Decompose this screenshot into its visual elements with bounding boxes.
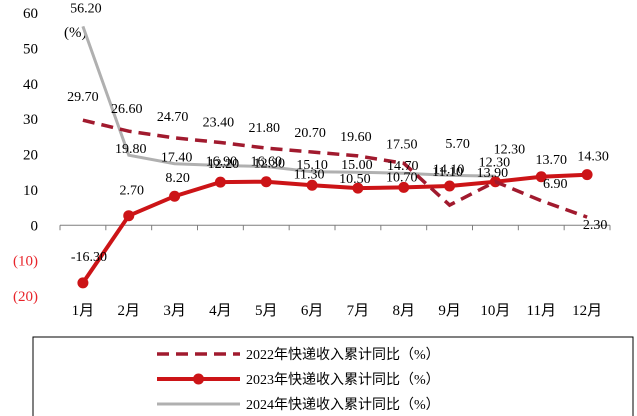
x-tick-label: 9月 [438,303,461,319]
series-marker-2023 [352,182,364,194]
x-tick-label: 10月 [480,303,510,319]
data-label: 13.90 [477,166,509,181]
data-label: 2.30 [583,218,608,233]
data-label: 26.60 [111,102,143,117]
legend-marker-2023 [193,373,204,385]
data-label: 12.30 [254,157,286,172]
data-label: 19.60 [340,130,372,145]
series-marker-2023 [306,179,318,191]
x-tick-label: 2月 [117,303,140,319]
x-tick-label: 1月 [72,303,95,319]
data-label: 13.70 [536,153,568,168]
y-tick-label: 0 [31,218,39,234]
x-tick-label: 11月 [527,303,556,319]
x-axis: 1月 2月 3月 4月 5月 6月 7月 8月 9月 10月 11月 12月 [59,224,611,319]
data-label: 8.20 [165,171,190,186]
data-label: 20.70 [294,126,326,141]
legend-box [32,336,634,416]
y-tick-label: 50 [23,41,38,57]
data-label: 5.70 [445,137,470,152]
series-line-2022 [82,118,588,219]
data-label: 12.30 [479,156,511,171]
y-tick-label: 30 [23,112,38,128]
legend-label: 2023年快递收入累计同比（%） [246,372,440,388]
y-tick-label: 10 [23,183,38,199]
data-label: 12.20 [208,157,240,172]
y-tick-label: (20) [13,289,38,305]
data-label: 21.80 [249,121,281,136]
data-label: 10.50 [339,172,371,187]
legend-label: 2022年快递收入累计同比（%） [246,347,440,363]
data-label: 15.10 [296,158,328,173]
data-label: 12.30 [494,143,526,158]
data-label: 17.40 [161,151,193,166]
x-tick-label: 6月 [301,303,324,319]
data-label: 14.70 [387,159,419,174]
x-tick-label: 8月 [392,303,415,319]
data-label: 56.20 [70,1,102,16]
legend: 2022年快递收入累计同比（%） 2023年快递收入累计同比（%） 2024年快递收… [157,347,440,413]
data-label: -16.30 [71,250,107,265]
x-tick-label: 5月 [255,303,278,319]
data-label: 2.70 [120,184,145,199]
x-tick-label: 12月 [572,303,602,319]
data-label: 10.70 [386,170,418,185]
data-label: 29.70 [67,90,99,105]
data-labels: 29.70 26.60 24.70 23.40 21.80 20.70 19.60 17.50… [67,1,609,264]
y-tick-label: 60 [23,6,38,22]
data-label: 14.10 [433,162,465,177]
data-label: 19.80 [115,142,147,157]
data-label: 15.00 [341,158,373,173]
series-marker-2023 [581,169,593,181]
series-marker-2023 [535,171,547,183]
data-label: 23.40 [203,115,235,130]
series-line-2024 [81,25,496,178]
y-tick-label: (10) [13,254,38,270]
legend-label: 2024年快递收入累计同比（%） [246,397,440,413]
y-tick-label: 20 [23,148,38,164]
x-tick-label: 3月 [163,303,186,319]
data-label: 17.50 [386,137,418,152]
data-label: 16.60 [251,155,283,170]
series-marker-2023 [444,180,456,192]
series-marker-2023 [169,190,181,202]
data-label: 11.30 [294,167,325,182]
series-marker-2023 [260,176,272,188]
data-label: 6.90 [543,177,568,192]
data-label: 11.10 [432,165,463,180]
x-tick-label: 7月 [347,303,370,319]
series-line-2023 [81,172,588,285]
data-label: 24.70 [157,110,189,125]
series-marker-2023 [123,210,135,222]
x-tick-label: 4月 [209,303,232,319]
data-label: 14.30 [577,150,609,165]
y-axis: 60 50 40 30 20 10 0 (10) (20) [13,6,38,305]
data-label: 16.90 [206,154,238,169]
series-layer [77,25,593,289]
y-tick-label: 40 [23,77,38,93]
series-marker-2023 [77,277,89,289]
series-marker-2023 [398,181,410,193]
unit-label: (%) [64,25,87,41]
series-marker-2023 [214,176,226,188]
